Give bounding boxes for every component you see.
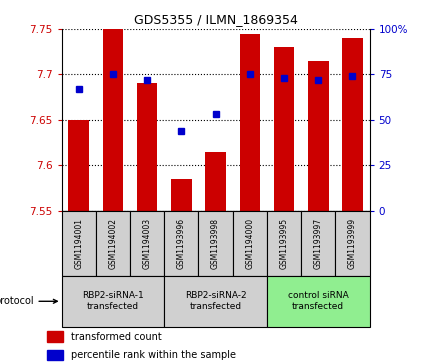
Bar bbox=[164, 276, 267, 327]
Bar bbox=[47, 350, 63, 360]
Bar bbox=[274, 47, 294, 211]
Bar bbox=[164, 211, 198, 276]
Text: GSM1193997: GSM1193997 bbox=[314, 218, 323, 269]
Title: GDS5355 / ILMN_1869354: GDS5355 / ILMN_1869354 bbox=[134, 13, 297, 26]
Text: GSM1193995: GSM1193995 bbox=[279, 218, 289, 269]
Text: percentile rank within the sample: percentile rank within the sample bbox=[71, 350, 236, 360]
Text: GSM1194000: GSM1194000 bbox=[246, 218, 254, 269]
Bar bbox=[267, 211, 301, 276]
Bar bbox=[239, 33, 260, 211]
Text: transformed count: transformed count bbox=[71, 332, 161, 342]
Text: GSM1193999: GSM1193999 bbox=[348, 218, 357, 269]
Bar bbox=[47, 331, 63, 342]
Text: GSM1194001: GSM1194001 bbox=[74, 218, 83, 269]
Bar bbox=[198, 211, 233, 276]
Bar bbox=[342, 38, 363, 211]
Text: GSM1194002: GSM1194002 bbox=[108, 218, 117, 269]
Bar bbox=[205, 151, 226, 211]
Text: GSM1193998: GSM1193998 bbox=[211, 218, 220, 269]
Bar bbox=[62, 211, 96, 276]
Bar bbox=[171, 179, 192, 211]
Bar bbox=[69, 120, 89, 211]
Text: RBP2-siRNA-1
transfected: RBP2-siRNA-1 transfected bbox=[82, 291, 144, 311]
Bar bbox=[233, 211, 267, 276]
Bar bbox=[62, 276, 164, 327]
Text: RBP2-siRNA-2
transfected: RBP2-siRNA-2 transfected bbox=[185, 291, 246, 311]
Bar bbox=[96, 211, 130, 276]
Text: GSM1194003: GSM1194003 bbox=[143, 218, 152, 269]
Bar bbox=[103, 29, 123, 211]
Text: control siRNA
transfected: control siRNA transfected bbox=[288, 291, 348, 311]
Bar bbox=[130, 211, 164, 276]
Bar bbox=[308, 61, 329, 211]
Text: protocol: protocol bbox=[0, 296, 57, 306]
Bar bbox=[301, 211, 335, 276]
Bar bbox=[335, 211, 370, 276]
Bar bbox=[137, 83, 158, 211]
Bar bbox=[267, 276, 370, 327]
Text: GSM1193996: GSM1193996 bbox=[177, 218, 186, 269]
